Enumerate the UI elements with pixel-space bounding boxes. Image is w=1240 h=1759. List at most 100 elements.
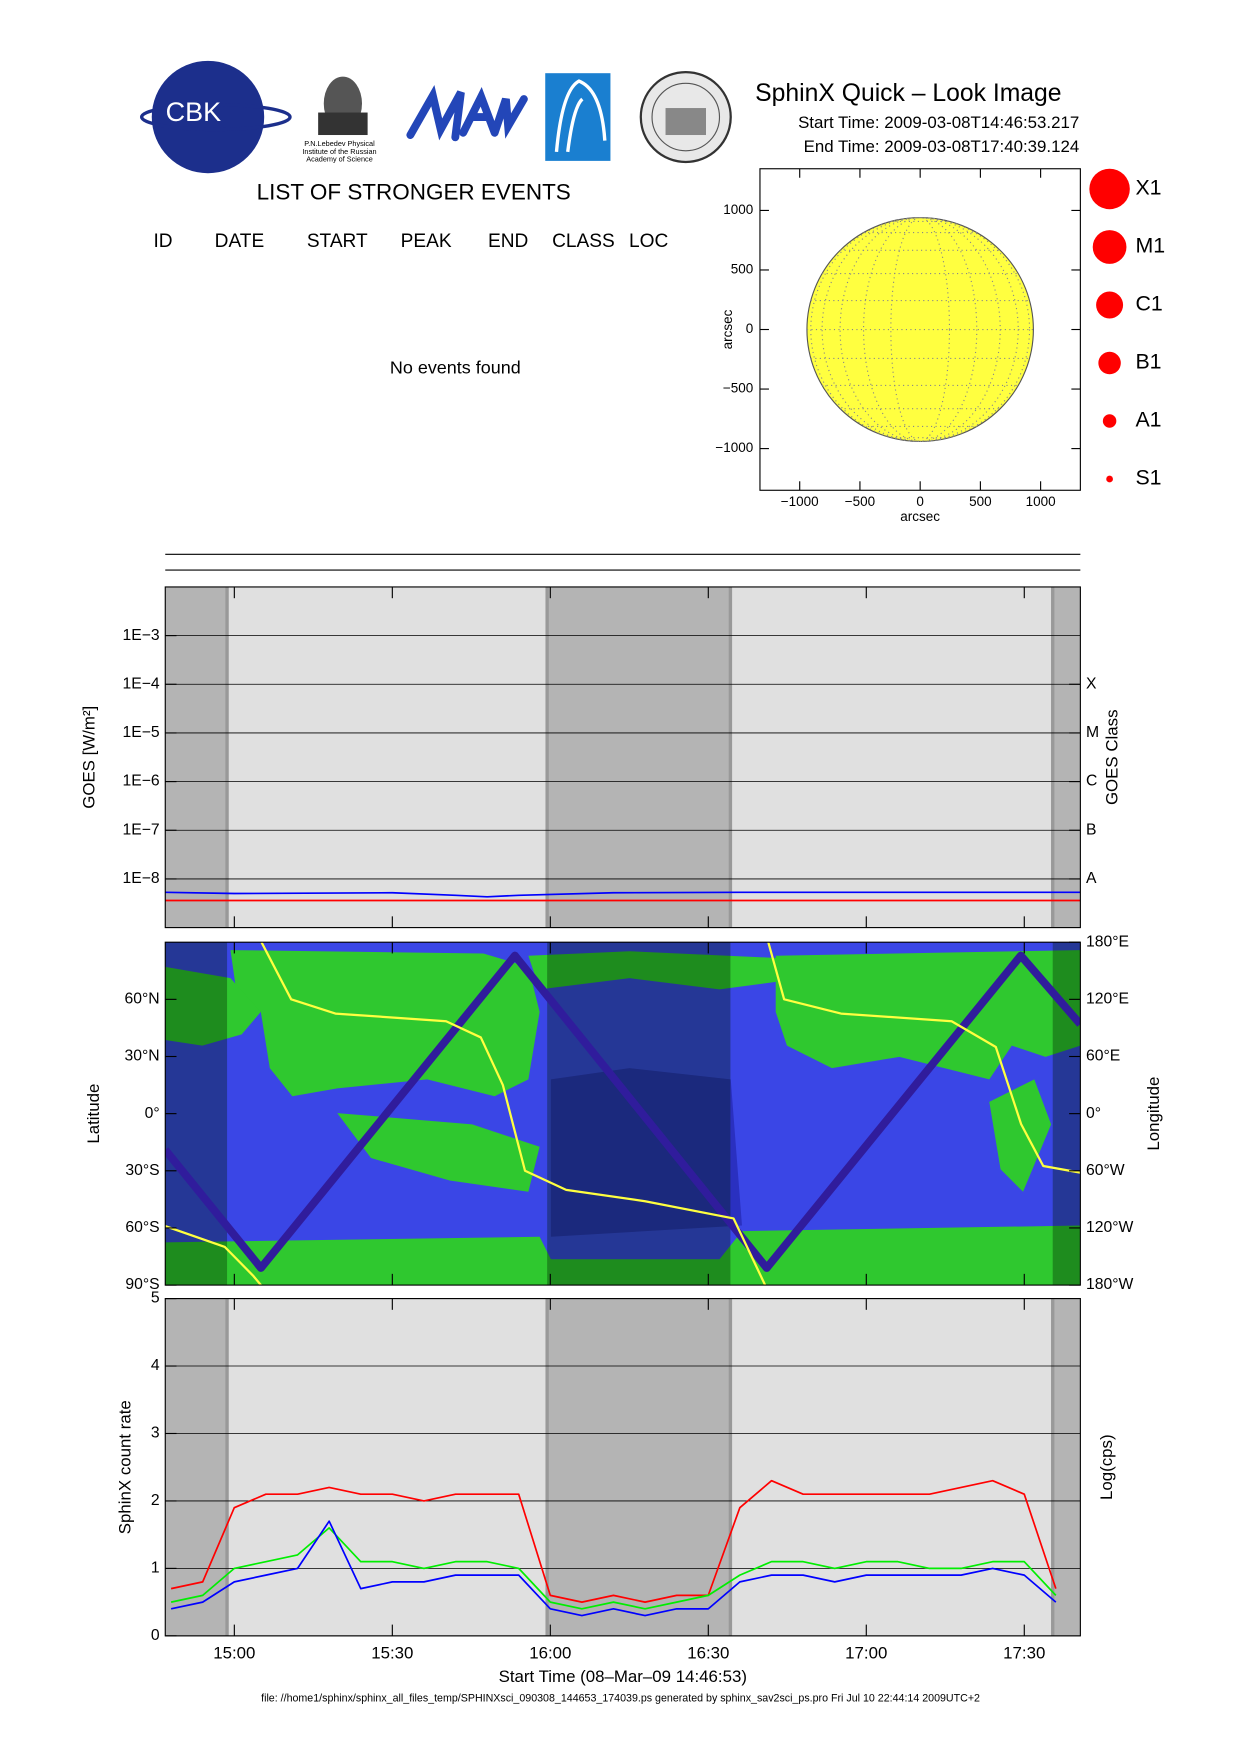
events-column: CLASS [552, 231, 615, 252]
logo-caption: Institute of the Russian [302, 147, 376, 156]
y-tick-label: 1E−6 [122, 773, 159, 790]
y2-tick-label: 180°W [1086, 1276, 1134, 1293]
events-column: START [307, 231, 368, 252]
y2-tick-label: M [1086, 724, 1099, 741]
plot-frame [164, 586, 1081, 929]
legend-label: X1 [1135, 176, 1161, 200]
events-column: ID [153, 231, 172, 252]
y2-tick-label: 0° [1086, 1105, 1101, 1122]
legend-label: S1 [1135, 466, 1161, 490]
x-tick-label: 500 [969, 494, 992, 509]
disk-grid [810, 217, 1031, 443]
events-column: DATE [215, 231, 265, 252]
x-tick-label: −1000 [781, 494, 819, 509]
y-axis-label: Latitude [84, 1084, 103, 1144]
y2-axis-label: GOES Class [1102, 709, 1121, 805]
events-title: LIST OF STRONGER EVENTS [257, 179, 571, 204]
y2-tick-label: C [1086, 773, 1097, 790]
series-line [165, 951, 1081, 1272]
map-region [230, 950, 540, 1097]
events-column: PEAK [401, 231, 452, 252]
x-tick-label: 0 [916, 494, 924, 509]
events-column: END [488, 231, 528, 252]
y-tick-label: 1E−8 [122, 870, 159, 887]
y-tick-label: 0 [151, 1627, 160, 1644]
series-line [165, 942, 1081, 1286]
lebedev-logo: P.N.Lebedev Physical Institute of the Ru… [302, 76, 377, 164]
disk-grid [862, 217, 978, 443]
footer: file: //home1/sphinx/sphinx_all_files_te… [261, 1693, 980, 1705]
seal-logo [639, 70, 732, 164]
x-tick-label: 17:30 [1003, 1643, 1045, 1662]
x-tick-label: 16:00 [529, 1643, 571, 1662]
map-region [337, 1113, 540, 1192]
y-tick-label: 1E−3 [122, 627, 159, 644]
y2-tick-label: 60°E [1086, 1048, 1120, 1065]
shaded-interval [165, 586, 228, 928]
legend-label: B1 [1135, 350, 1161, 374]
legend-marker [1092, 230, 1127, 264]
map-region [165, 966, 261, 1046]
y-tick-label: 1 [151, 1560, 160, 1577]
cbk-logo: CBK [139, 60, 292, 174]
legend-marker [1102, 414, 1117, 428]
x-tick-label: 17:00 [845, 1643, 887, 1662]
logo-caption: P.N.Lebedev Physical [304, 139, 375, 148]
y-tick-label: 0° [145, 1105, 160, 1122]
portrait-body [318, 112, 368, 136]
y-axis-label: SphinX count rate [115, 1400, 134, 1534]
map-region [775, 950, 1081, 1080]
shaded-interval [165, 1298, 228, 1636]
y-tick-label: 60°S [125, 1219, 159, 1236]
y-tick-label: 60°N [125, 991, 160, 1008]
seal-ring [651, 82, 721, 152]
disk-grid [839, 217, 1001, 443]
legend-marker [1096, 291, 1124, 319]
map-region [989, 1079, 1052, 1192]
legend-label: C1 [1135, 292, 1162, 316]
logo-text: CBK [166, 97, 221, 127]
seal-building [665, 108, 707, 136]
logo-caption: Academy of Science [306, 155, 373, 164]
y2-tick-label: 180°E [1086, 933, 1129, 950]
series-line [170, 1520, 1057, 1617]
y-tick-label: 1E−4 [122, 675, 159, 692]
legend-label: M1 [1135, 234, 1165, 258]
legend-marker [1089, 168, 1130, 210]
x-axis-label: arcsec [900, 509, 940, 524]
y-tick-label: 4 [151, 1357, 160, 1374]
x-tick-label: 16:30 [687, 1643, 729, 1662]
y2-tick-label: 120°W [1086, 1219, 1134, 1236]
y-tick-label: −1000 [715, 440, 753, 455]
mian-logo [406, 85, 528, 142]
legend-marker [1098, 351, 1121, 375]
shaded-interval [547, 1298, 731, 1636]
start-time: Start Time: 2009-03-08T14:46:53.217 [798, 113, 1079, 132]
events-message: No events found [390, 358, 521, 378]
logo-arc [554, 79, 607, 153]
y-tick-label: 5 [151, 1290, 160, 1307]
logo-mark [406, 85, 528, 142]
y-tick-label: 3 [151, 1425, 160, 1442]
map-region [528, 951, 787, 990]
x-axis-label: Start Time (08–Mar–09 14:46:53) [499, 1667, 747, 1686]
y-axis-label: arcsec [720, 309, 735, 349]
y2-tick-label: 60°W [1086, 1162, 1125, 1179]
y-tick-label: 1E−7 [122, 821, 159, 838]
y-tick-label: −500 [723, 381, 753, 396]
logo-disc [151, 60, 265, 174]
plot-frame [164, 1298, 1081, 1637]
y-tick-label: 1000 [723, 202, 753, 217]
y-tick-label: 2 [151, 1492, 160, 1509]
y-tick-label: 0 [746, 321, 754, 336]
x-tick-label: 1000 [1026, 494, 1056, 509]
y-tick-label: 1E−5 [122, 724, 159, 741]
logo-swoosh [139, 102, 292, 132]
legend-marker [1106, 475, 1113, 483]
series-line [165, 891, 1081, 898]
map-background [165, 942, 1081, 1286]
events-column: LOC [629, 231, 668, 252]
y-axis-label: GOES [W/m²] [79, 706, 98, 809]
